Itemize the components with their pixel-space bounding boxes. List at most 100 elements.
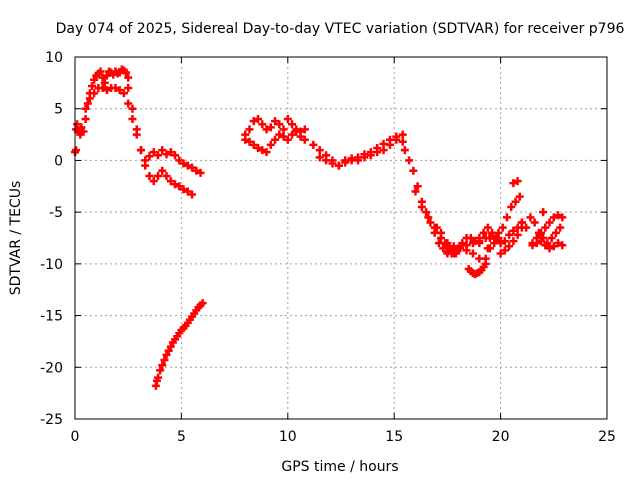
data-point	[275, 130, 284, 139]
data-point	[283, 135, 292, 144]
data-point	[481, 254, 490, 263]
data-point	[128, 115, 137, 124]
data-point	[558, 213, 567, 222]
y-tick-label: -10	[40, 257, 63, 273]
data-point	[549, 242, 558, 251]
data-point	[517, 218, 526, 227]
data-point	[479, 228, 488, 237]
data-point	[385, 135, 394, 144]
data-point	[449, 246, 458, 255]
data-point	[432, 223, 441, 232]
data-point	[122, 68, 131, 77]
data-point	[124, 73, 133, 82]
data-point	[558, 241, 567, 250]
data-series	[71, 129, 548, 217]
data-point	[545, 218, 554, 227]
data-series	[496, 223, 526, 258]
data-point	[162, 150, 171, 159]
data-point	[81, 104, 90, 113]
data-series	[81, 84, 205, 177]
data-point	[479, 262, 488, 271]
data-point	[249, 117, 258, 126]
data-point	[554, 239, 563, 248]
data-point	[426, 218, 435, 227]
data-point	[254, 115, 263, 124]
data-point	[141, 161, 150, 170]
data-point	[166, 148, 175, 157]
data-point	[366, 148, 375, 157]
data-point	[556, 223, 565, 232]
data-point	[124, 84, 133, 93]
data-point	[288, 130, 297, 139]
data-point	[411, 187, 420, 196]
data-point	[528, 241, 537, 250]
data-point	[409, 166, 418, 175]
data-point	[354, 153, 363, 162]
x-tick-label: 20	[492, 429, 510, 445]
data-point	[300, 135, 309, 144]
data-point	[179, 185, 188, 194]
data-series	[72, 65, 133, 139]
data-point	[153, 151, 162, 160]
data-point	[119, 89, 128, 98]
data-series	[528, 237, 567, 253]
y-axis-label: SDTVAR / TECUs	[8, 181, 24, 296]
x-tick-label: 10	[279, 429, 297, 445]
data-point	[513, 230, 522, 239]
y-tick-label: -15	[40, 309, 63, 325]
data-point	[188, 163, 197, 172]
axis-tick-labels: 0 5 10 15 20 25 -25 -20 -15 -10 -5 0 5 10	[40, 50, 616, 445]
y-tick-label: 5	[54, 102, 63, 118]
data-point	[545, 244, 554, 253]
data-point	[96, 67, 105, 76]
data-point	[175, 156, 184, 165]
data-point	[347, 156, 356, 165]
data-point	[300, 125, 309, 134]
data-point	[258, 146, 267, 155]
data-point	[90, 75, 99, 84]
data-series	[151, 299, 207, 390]
y-tick-label: -25	[40, 412, 63, 428]
data-point	[149, 177, 158, 186]
data-points	[71, 65, 567, 390]
data-point	[153, 171, 162, 180]
data-point	[262, 148, 271, 157]
data-point	[166, 177, 175, 186]
data-point	[296, 132, 305, 141]
data-point	[158, 146, 167, 155]
data-point	[334, 161, 343, 170]
data-point	[158, 361, 167, 370]
data-point	[341, 158, 350, 167]
data-point	[128, 104, 137, 113]
data-point	[271, 117, 280, 126]
data-point	[456, 244, 465, 253]
data-point	[271, 135, 280, 144]
data-point	[283, 115, 292, 124]
data-point	[279, 132, 288, 141]
data-series	[315, 130, 407, 170]
data-point	[513, 177, 522, 186]
data-point	[183, 187, 192, 196]
data-point	[398, 130, 407, 139]
data-point	[373, 144, 382, 153]
data-point	[417, 202, 426, 211]
data-point	[541, 241, 550, 250]
data-point	[458, 239, 467, 248]
data-point	[85, 94, 94, 103]
y-tick-label: 0	[54, 153, 63, 169]
data-point	[505, 242, 514, 251]
data-point	[554, 211, 563, 220]
data-point	[258, 120, 267, 129]
data-point	[515, 192, 524, 201]
data-point	[379, 139, 388, 148]
data-point	[502, 213, 511, 222]
data-point	[192, 166, 201, 175]
data-point	[145, 152, 154, 161]
data-point	[547, 234, 556, 242]
data-point	[262, 125, 271, 134]
data-point	[136, 146, 145, 155]
data-point	[315, 146, 324, 155]
data-point	[188, 190, 197, 199]
data-point	[149, 148, 158, 157]
